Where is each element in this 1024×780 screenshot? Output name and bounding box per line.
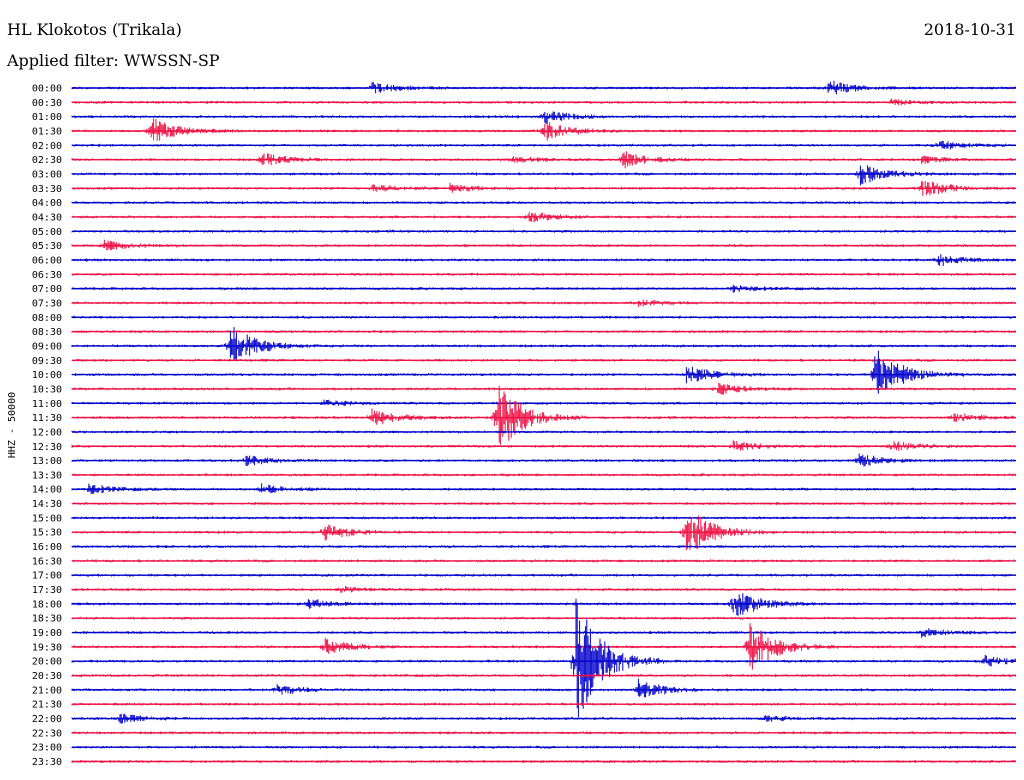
- trace-0200: [72, 141, 1015, 150]
- time-label-0500: 05:00: [32, 227, 62, 238]
- time-label-0800: 08:00: [32, 313, 62, 324]
- trace-2000: [72, 599, 1015, 718]
- time-label-2230: 22:30: [32, 728, 62, 739]
- time-label-0330: 03:30: [32, 184, 62, 195]
- trace-0600: [72, 254, 1015, 266]
- trace-0930: [72, 359, 1015, 362]
- trace-1130: [72, 386, 1015, 445]
- channel-label: HHZ - 50000: [7, 392, 18, 458]
- time-label-0600: 06:00: [32, 255, 62, 266]
- time-label-1830: 18:30: [32, 614, 62, 625]
- time-label-1030: 10:30: [32, 384, 62, 395]
- trace-2230: [72, 731, 1015, 734]
- trace-1200: [72, 430, 1015, 433]
- trace-0700: [72, 285, 1015, 293]
- trace-2100: [72, 679, 1015, 698]
- time-label-0930: 09:30: [32, 356, 62, 367]
- time-label-1400: 14:00: [32, 485, 62, 496]
- trace-2030: [72, 674, 1015, 677]
- trace-1330: [72, 473, 1015, 476]
- time-label-0200: 02:00: [32, 141, 62, 152]
- time-label-0030: 00:30: [32, 98, 62, 109]
- trace-0800: [72, 316, 1015, 319]
- time-label-1230: 12:30: [32, 442, 62, 453]
- time-label-0300: 03:00: [32, 169, 62, 180]
- time-label-1600: 16:00: [32, 542, 62, 553]
- time-label-1900: 19:00: [32, 628, 62, 639]
- trace-group: [72, 81, 1016, 763]
- time-label-0400: 04:00: [32, 198, 62, 209]
- trace-1500: [72, 516, 1015, 519]
- time-label-1130: 11:30: [32, 413, 62, 424]
- time-label-2130: 21:30: [32, 700, 62, 711]
- time-label-0230: 02:30: [32, 155, 62, 166]
- trace-0830: [72, 330, 1015, 333]
- trace-0300: [72, 165, 1015, 185]
- time-tick-labels: 00:00 00:30 01:00 01:30 02:00 02:30 03:00 03:30…: [32, 84, 62, 769]
- trace-2130: [72, 703, 1015, 706]
- time-label-2330: 23:30: [32, 757, 62, 768]
- trace-1800: [72, 593, 1015, 616]
- time-label-1430: 14:30: [32, 499, 62, 510]
- time-label-1530: 15:30: [32, 528, 62, 539]
- trace-1830: [72, 617, 1015, 620]
- trace-0500: [72, 230, 1015, 233]
- time-label-1300: 13:00: [32, 456, 62, 467]
- time-label-1100: 11:00: [32, 399, 62, 410]
- trace-0400: [72, 201, 1015, 204]
- trace-0430: [72, 212, 1015, 222]
- time-label-1330: 13:30: [32, 470, 62, 481]
- time-label-0530: 05:30: [32, 241, 62, 252]
- trace-1400: [72, 483, 1015, 494]
- time-label-1000: 10:00: [32, 370, 62, 381]
- time-label-1930: 19:30: [32, 642, 62, 653]
- time-label-2100: 21:00: [32, 685, 62, 696]
- trace-0130: [72, 119, 1015, 141]
- trace-2300: [72, 746, 1015, 749]
- time-label-0130: 01:30: [32, 126, 62, 137]
- time-label-0730: 07:30: [32, 298, 62, 309]
- time-label-1800: 18:00: [32, 599, 62, 610]
- time-label-1630: 16:30: [32, 556, 62, 567]
- time-label-0830: 08:30: [32, 327, 62, 338]
- time-label-0430: 04:30: [32, 212, 62, 223]
- time-label-0630: 06:30: [32, 270, 62, 281]
- trace-1430: [72, 502, 1015, 505]
- time-label-2300: 23:00: [32, 743, 62, 754]
- trace-0730: [72, 300, 1015, 308]
- time-label-2200: 22:00: [32, 714, 62, 725]
- time-label-0700: 07:00: [32, 284, 62, 295]
- trace-0330: [72, 181, 1015, 196]
- time-label-0100: 01:00: [32, 112, 62, 123]
- time-label-1700: 17:00: [32, 571, 62, 582]
- time-label-0000: 00:00: [32, 84, 62, 95]
- trace-0630: [72, 273, 1015, 276]
- time-label-1730: 17:30: [32, 585, 62, 596]
- time-label-0900: 09:00: [32, 341, 62, 352]
- trace-0230: [72, 151, 1015, 168]
- time-label-2030: 20:30: [32, 671, 62, 682]
- time-label-2000: 20:00: [32, 657, 62, 668]
- trace-2330: [72, 760, 1015, 763]
- time-label-1200: 12:00: [32, 427, 62, 438]
- trace-1000: [72, 351, 1015, 394]
- trace-1900: [72, 628, 1015, 637]
- trace-1630: [72, 559, 1015, 562]
- trace-0100: [72, 112, 1015, 124]
- time-label-1500: 15:00: [32, 513, 62, 524]
